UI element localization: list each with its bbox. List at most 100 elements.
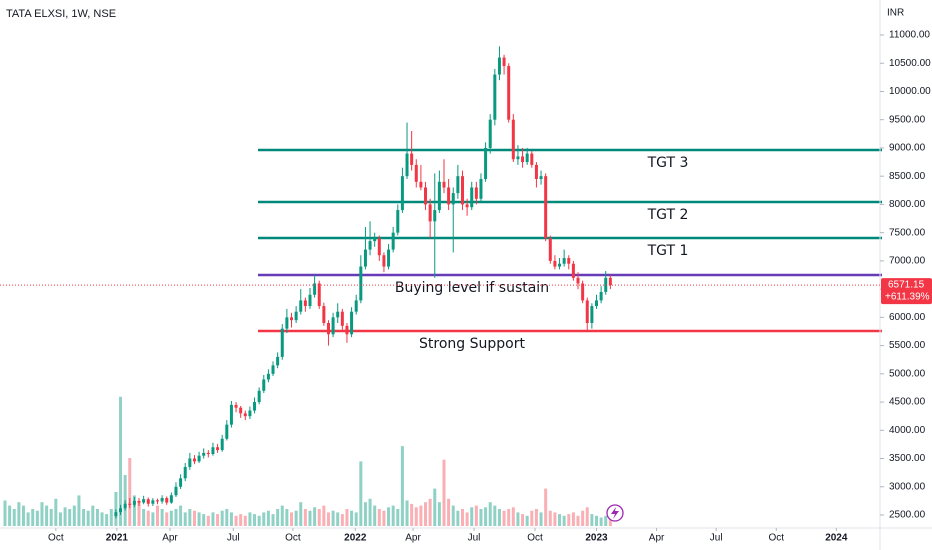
volume-bar <box>188 509 192 526</box>
candle-body <box>530 153 534 165</box>
x-tick-label: 2022 <box>344 533 367 544</box>
volume-bar <box>229 512 233 526</box>
x-tick-label: Oct <box>48 533 64 544</box>
candle-body <box>179 478 183 487</box>
y-tick-label: 7500.00 <box>889 227 926 238</box>
volume-bar <box>525 515 529 526</box>
volume-bar <box>192 510 196 526</box>
event-icon-bolt <box>611 507 619 519</box>
level-label: Strong Support <box>419 336 525 352</box>
candle-body <box>488 119 492 148</box>
volume-bar <box>340 514 344 526</box>
volume-bar <box>548 510 552 526</box>
volume-bar <box>257 515 261 526</box>
y-tick-label: 6000.00 <box>889 312 926 323</box>
volume-bar <box>317 509 321 526</box>
volume-bar <box>31 509 35 526</box>
candle-body <box>248 410 252 417</box>
volume-bar <box>146 510 150 526</box>
x-tick-label: Oct <box>285 533 301 544</box>
volume-bar <box>484 507 488 526</box>
candle-body <box>585 300 589 323</box>
volume-bar <box>433 488 437 526</box>
candle-body <box>479 179 483 199</box>
candle-body <box>202 452 206 456</box>
candle-body <box>525 153 529 163</box>
candle-body <box>539 176 543 179</box>
candle-body <box>354 300 358 312</box>
candle-body <box>594 300 598 307</box>
volume-bar <box>63 507 67 526</box>
volume-bar <box>155 505 159 526</box>
candle-body <box>350 311 354 335</box>
level-label: TGT 2 <box>647 207 689 223</box>
candle-body <box>160 498 164 502</box>
candle-body <box>142 499 146 503</box>
candle-body <box>340 311 344 326</box>
candle-body <box>174 486 178 496</box>
volume-bar <box>313 507 317 526</box>
y-tick-label: 2500.00 <box>889 510 926 521</box>
volume-bar <box>373 505 377 526</box>
volume-bar <box>377 509 381 526</box>
y-tick-label: 4000.00 <box>889 425 926 436</box>
candle-body <box>544 176 548 239</box>
chart-title: TATA ELXSI, 1W, NSE <box>6 8 116 20</box>
volume-bar <box>354 512 358 526</box>
candle-body <box>419 181 423 188</box>
candle-body <box>502 57 506 67</box>
volume-bar <box>400 446 404 526</box>
candle-body <box>326 323 330 335</box>
candle-body <box>123 503 127 509</box>
candle-body <box>363 249 367 267</box>
volume-bar <box>58 512 62 526</box>
candle-body <box>211 447 215 455</box>
volume-bar <box>581 510 585 526</box>
candle-body <box>192 458 196 462</box>
candle-body <box>562 258 566 264</box>
volume-bar <box>294 510 298 526</box>
volume-bar <box>91 505 95 526</box>
volume-bar <box>521 514 525 526</box>
volume-bar <box>419 505 423 526</box>
x-tick-label: Apr <box>649 533 665 544</box>
candle-body <box>114 512 118 517</box>
candle-body <box>146 499 150 504</box>
volume-bar <box>474 505 478 526</box>
volume-bar <box>428 498 432 526</box>
candle-body <box>322 306 326 323</box>
level-label: TGT 1 <box>647 243 689 259</box>
candle-body <box>387 249 391 267</box>
volume-bar <box>114 492 118 526</box>
volume-bar <box>391 505 395 526</box>
candle-body <box>608 277 612 286</box>
x-tick-label: Jul <box>227 533 240 544</box>
volume-bar <box>21 505 25 526</box>
volume-bar <box>539 512 543 526</box>
volume-bar <box>72 505 76 526</box>
volume-bar <box>137 502 141 526</box>
volume-bar <box>414 507 418 526</box>
volume-bar <box>437 502 441 526</box>
volume-bar <box>119 396 123 526</box>
volume-bar <box>165 512 169 526</box>
y-tick-label: 5000.00 <box>889 368 926 379</box>
candle-body <box>511 119 515 160</box>
volume-bar <box>493 505 497 526</box>
volume-bar <box>562 515 566 526</box>
volume-bar <box>128 458 132 526</box>
candle-body <box>460 176 464 205</box>
candle-body <box>437 181 441 211</box>
volume-bar <box>594 515 598 526</box>
candle-body <box>428 204 432 222</box>
volume-bar <box>465 512 469 526</box>
volume-bar <box>266 510 270 526</box>
candle-body <box>400 176 404 211</box>
candle-body <box>169 495 173 503</box>
y-tick-label: 8500.00 <box>889 171 926 182</box>
candle-body <box>521 156 525 163</box>
volume-bar <box>239 514 243 526</box>
volume-bar <box>151 512 155 526</box>
volume-bar <box>553 512 557 526</box>
volume-bar <box>234 515 238 526</box>
